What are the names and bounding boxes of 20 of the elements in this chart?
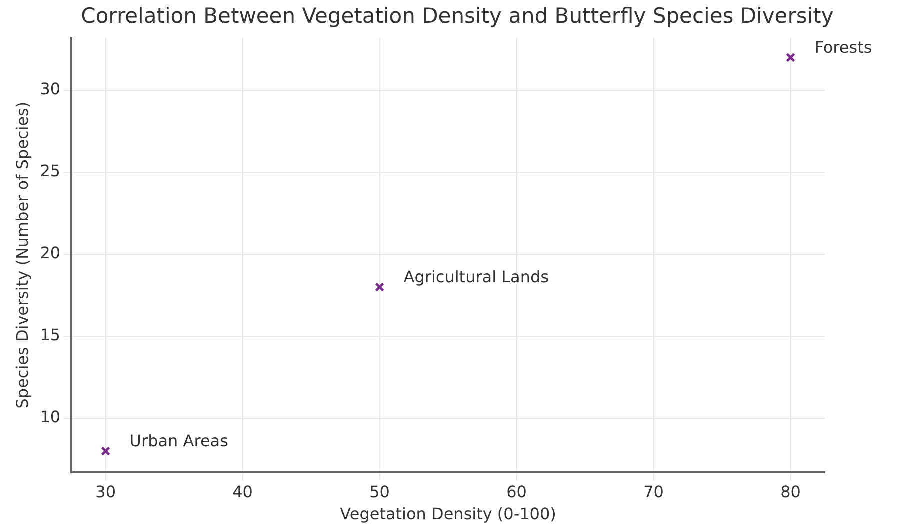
annotation: Forests — [814, 38, 872, 57]
x-tick-label: 70 — [644, 482, 664, 502]
x-tick-label: 40 — [232, 482, 253, 502]
y-tick-label: 10 — [40, 408, 61, 427]
y-tick-label: 25 — [40, 162, 61, 181]
point — [101, 446, 111, 456]
chart-title: Correlation Between Vegetation Density and Butterfly Species Diversity — [80, 4, 835, 28]
x-axis-title: Vegetation Density (0-100) — [340, 504, 556, 524]
x-tick-label: 30 — [96, 482, 116, 502]
x-tick-label: 60 — [506, 482, 527, 502]
point — [786, 52, 796, 62]
y-tick-label: 30 — [40, 80, 61, 99]
y-axis-title: Species Diversity (Number of Species) — [12, 102, 32, 409]
x-tick-label: 50 — [370, 482, 390, 502]
y-tick-label: 15 — [40, 326, 61, 345]
x-tick-label: 80 — [780, 482, 801, 502]
y-tick-label: 20 — [40, 244, 61, 263]
point — [375, 282, 385, 292]
annotation: Agricultural Lands — [404, 267, 549, 286]
annotation: Urban Areas — [130, 431, 228, 450]
